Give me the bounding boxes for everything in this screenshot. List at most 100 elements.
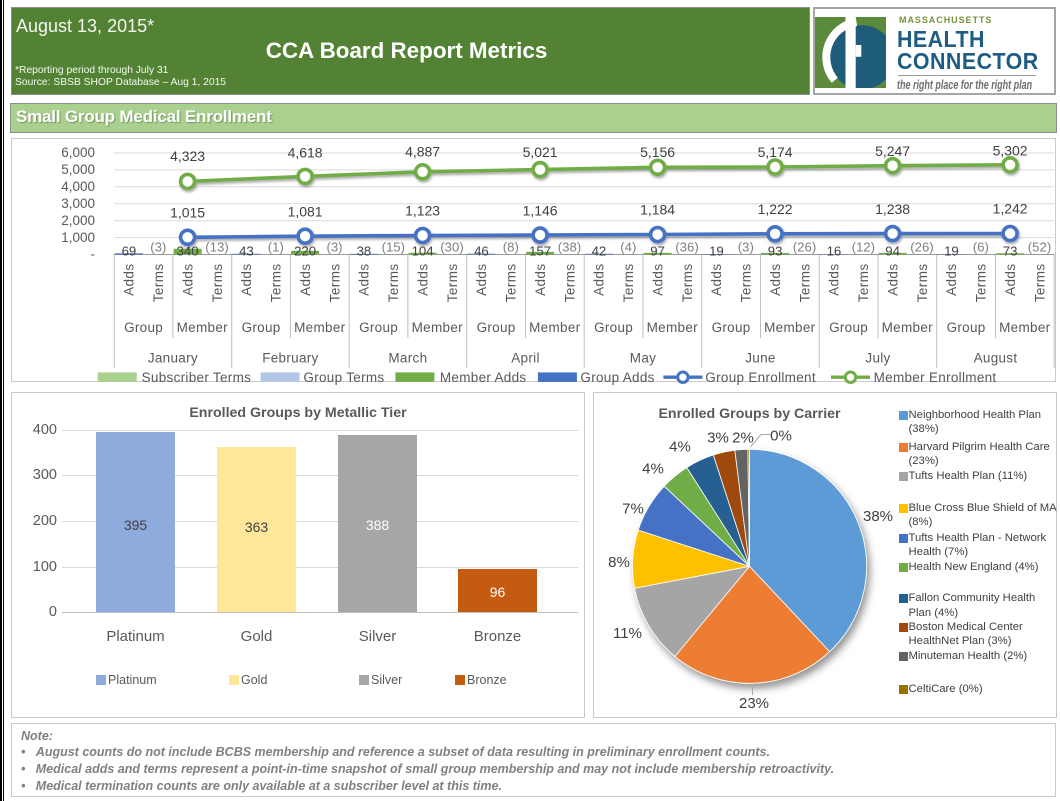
svg-text:1,238: 1,238 [875, 201, 910, 217]
svg-text:Member: Member [999, 320, 1051, 335]
svg-text:0%: 0% [770, 428, 792, 445]
svg-text:1,222: 1,222 [758, 201, 793, 217]
svg-text:Subscriber Terms: Subscriber Terms [142, 370, 252, 385]
svg-text:Member: Member [882, 320, 934, 335]
svg-text:January: January [148, 351, 198, 366]
svg-text:-: - [91, 247, 96, 262]
svg-text:1,081: 1,081 [288, 203, 323, 219]
svg-text:104: 104 [412, 244, 434, 259]
svg-text:Terms: Terms [1032, 264, 1047, 303]
svg-text:(3): (3) [738, 240, 754, 255]
svg-text:4,323: 4,323 [170, 148, 205, 164]
svg-text:Group: Group [359, 320, 398, 335]
svg-text:38: 38 [357, 244, 372, 259]
svg-text:2%: 2% [732, 430, 754, 447]
svg-text:19: 19 [944, 244, 959, 259]
svg-text:220: 220 [294, 244, 316, 259]
svg-text:2,000: 2,000 [61, 213, 95, 228]
svg-text:Terms: Terms [445, 264, 460, 303]
svg-text:43: 43 [239, 244, 254, 259]
svg-text:Adds: Adds [827, 264, 842, 296]
svg-text:May: May [630, 351, 656, 366]
svg-text:1,242: 1,242 [993, 201, 1028, 217]
svg-text:4,887: 4,887 [405, 144, 440, 160]
svg-text:93: 93 [768, 244, 783, 259]
svg-text:Adds: Adds [592, 264, 607, 296]
svg-text:4,618: 4,618 [288, 144, 323, 160]
svg-text:Group: Group [124, 320, 163, 335]
svg-text:July: July [865, 351, 890, 366]
svg-text:Adds: Adds [768, 264, 783, 296]
svg-text:4,000: 4,000 [61, 179, 95, 194]
svg-text:(15): (15) [382, 240, 405, 255]
svg-text:Terms: Terms [562, 264, 577, 303]
svg-text:16: 16 [827, 244, 842, 259]
svg-text:(1): (1) [268, 240, 284, 255]
svg-text:Terms: Terms [856, 264, 871, 303]
svg-text:1,015: 1,015 [170, 205, 205, 221]
svg-text:1,184: 1,184 [640, 202, 675, 218]
svg-text:Terms: Terms [151, 264, 166, 303]
svg-text:June: June [745, 351, 775, 366]
svg-text:(12): (12) [852, 240, 875, 255]
svg-text:Member: Member [764, 320, 816, 335]
svg-text:5,156: 5,156 [640, 144, 675, 160]
svg-text:3,000: 3,000 [61, 196, 95, 211]
svg-text:April: April [511, 351, 540, 366]
svg-text:4%: 4% [642, 461, 664, 478]
svg-text:Terms: Terms [386, 264, 401, 303]
svg-text:Adds: Adds [357, 264, 372, 296]
svg-text:March: March [388, 351, 427, 366]
svg-text:1,123: 1,123 [405, 203, 440, 219]
svg-text:Member: Member [294, 320, 346, 335]
svg-text:4%: 4% [669, 439, 691, 456]
svg-text:Group: Group [947, 320, 986, 335]
svg-text:69: 69 [122, 244, 137, 259]
svg-text:Member: Member [412, 320, 464, 335]
svg-text:157: 157 [529, 244, 551, 259]
svg-text:Terms: Terms [974, 264, 989, 303]
svg-text:Adds: Adds [650, 264, 665, 296]
svg-text:Adds: Adds [885, 264, 900, 296]
svg-text:Terms: Terms [210, 264, 225, 303]
svg-text:1,000: 1,000 [61, 230, 95, 245]
svg-text:8%: 8% [608, 554, 630, 571]
svg-text:(26): (26) [793, 240, 816, 255]
svg-text:Adds: Adds [474, 264, 489, 296]
svg-text:Member: Member [529, 320, 581, 335]
svg-text:46: 46 [474, 244, 489, 259]
svg-text:19: 19 [709, 244, 724, 259]
svg-text:Group: Group [712, 320, 751, 335]
svg-text:Group: Group [242, 320, 281, 335]
svg-text:Group: Group [477, 320, 516, 335]
svg-text:340: 340 [177, 244, 199, 259]
svg-text:38%: 38% [863, 508, 893, 525]
svg-text:August: August [974, 351, 1018, 366]
svg-text:(26): (26) [910, 240, 933, 255]
svg-text:Adds: Adds [122, 264, 137, 296]
svg-text:Adds: Adds [533, 264, 548, 296]
svg-text:(3): (3) [150, 240, 166, 255]
svg-text:Adds: Adds [709, 264, 724, 296]
svg-text:(38): (38) [558, 240, 581, 255]
svg-text:Terms: Terms [269, 264, 284, 303]
svg-text:11%: 11% [613, 625, 642, 642]
svg-text:(30): (30) [440, 240, 463, 255]
svg-text:5,247: 5,247 [875, 143, 910, 159]
svg-text:Group Adds: Group Adds [580, 370, 654, 385]
svg-text:Terms: Terms [915, 264, 930, 303]
svg-text:(3): (3) [326, 240, 342, 255]
svg-text:Terms: Terms [680, 264, 695, 303]
svg-text:Member: Member [177, 320, 229, 335]
svg-text:5,302: 5,302 [993, 143, 1028, 159]
svg-text:Member: Member [647, 320, 699, 335]
svg-text:Adds: Adds [944, 264, 959, 296]
svg-text:Group Enrollment: Group Enrollment [705, 370, 816, 385]
svg-text:5,000: 5,000 [61, 162, 95, 177]
svg-text:Group: Group [594, 320, 633, 335]
svg-text:(36): (36) [675, 240, 698, 255]
svg-text:Adds: Adds [239, 264, 254, 296]
svg-text:5,021: 5,021 [523, 144, 558, 160]
svg-text:(8): (8) [503, 240, 519, 255]
svg-text:7%: 7% [622, 501, 644, 518]
